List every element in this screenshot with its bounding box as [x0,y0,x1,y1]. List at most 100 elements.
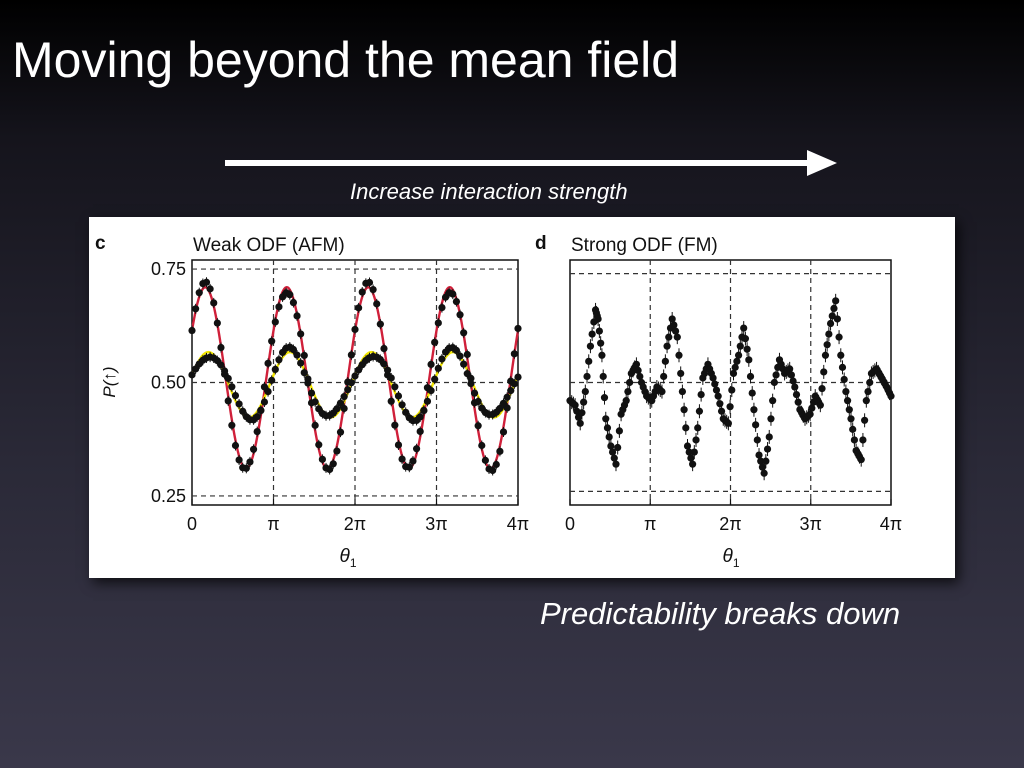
data-point [460,360,468,368]
data-point [748,389,756,397]
data-point [835,333,843,341]
data-point [286,291,294,299]
data-point [770,378,778,387]
data-point [626,378,634,387]
data-point [412,445,421,453]
y-tick-label: 0.50 [151,373,186,393]
data-point [246,458,254,466]
data-point [758,463,767,471]
data-point [391,383,399,391]
panel-c-title: Weak ODF (AFM) [193,235,345,256]
data-point [712,386,721,394]
y-tick-label: 0.75 [151,259,186,279]
data-point [260,398,269,406]
data-point [864,387,872,396]
data-point [612,460,620,468]
data-point [496,447,504,455]
data-point [394,441,403,449]
data-point [857,456,865,464]
data-point [605,433,613,441]
data-point [492,460,500,469]
data-point [355,304,363,312]
x-tick-label: π [267,514,279,534]
data-point [677,369,685,378]
data-point [452,298,461,306]
data-point [416,413,424,421]
data-point [585,357,593,365]
data-point [763,445,772,453]
data-point [792,390,801,399]
data-point [474,422,482,430]
data-point [456,311,464,319]
data-point [438,355,446,363]
data-point [235,400,243,408]
data-point [791,383,799,391]
data-point [192,305,200,313]
data-point [818,384,826,393]
data-point [340,404,348,413]
data-point [510,380,518,388]
data-point [581,387,589,396]
data-point [474,397,482,406]
data-point [275,303,283,311]
x-tick-label: 4π [507,514,529,534]
data-point [427,387,435,395]
data-point [842,387,850,396]
data-point [231,441,240,450]
data-point [668,315,676,323]
right-arrow-icon [225,150,837,176]
data-point [787,371,795,379]
x-tick-label: 0 [565,514,575,534]
data-point [333,405,341,413]
data-point [231,391,240,400]
data-point [663,342,671,350]
data-point [268,376,276,384]
data-point [470,389,479,397]
data-point [832,297,840,305]
data-point [434,319,442,327]
data-point [311,421,319,429]
data-point [571,401,579,409]
data-point [636,372,644,381]
data-point [307,389,316,397]
data-point [808,404,816,412]
data-point [293,312,301,320]
data-point [823,341,831,349]
data-point [380,360,388,368]
panel-c-x-ticks: 0 π 2π 3π 4π [187,499,529,534]
data-point [304,379,312,387]
data-point [717,407,726,415]
data-point [387,374,395,382]
data-point [760,469,768,477]
data-point [634,366,642,375]
data-point [680,406,688,414]
data-point [318,455,326,463]
data-point [271,318,279,326]
x-tick-label: 2π [344,514,366,534]
panel-letter-d: d [535,233,547,254]
data-point [594,315,602,323]
panel-c-x-label: θ1 [340,546,357,570]
data-point [249,445,258,453]
data-point [351,372,359,380]
data-point [595,327,603,335]
data-point [398,401,406,409]
data-point [507,387,515,395]
y-tick-label: 0.25 [151,486,186,506]
data-point [423,397,432,405]
data-point [752,421,760,429]
data-point [661,357,669,365]
data-point [463,350,471,359]
data-point [624,387,632,396]
x-tick-label: 0 [187,514,197,534]
data-point [253,427,261,436]
data-point [588,330,596,338]
data-point [369,285,377,294]
data-point [242,464,250,472]
data-point [235,456,243,464]
data-point [762,457,770,465]
data-point [740,324,748,332]
data-point [431,338,439,346]
data-point [481,456,489,464]
panel-letter-c: c [95,233,106,254]
